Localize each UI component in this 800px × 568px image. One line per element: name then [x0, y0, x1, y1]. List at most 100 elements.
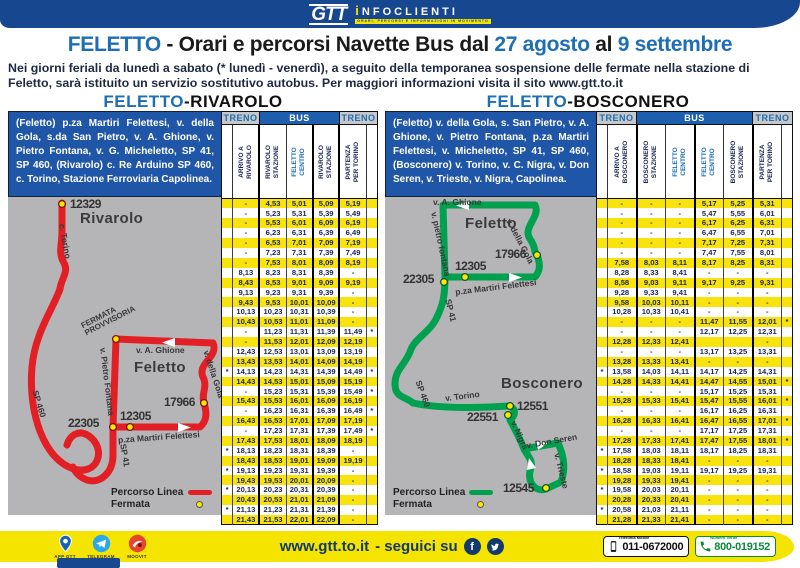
time-cell: 19,39 [312, 465, 341, 476]
time-cell: 8,13 [232, 267, 261, 278]
street-label-ghione: v. A. Ghione [136, 345, 185, 355]
time-cell: 12,43 [232, 346, 261, 357]
time-cell: 6,23 [258, 228, 287, 239]
time-cell: - [694, 356, 724, 367]
time-cell: 7,01 [285, 238, 314, 248]
note-star-cell [781, 247, 793, 258]
note-star-cell [222, 396, 233, 406]
time-cell: 9,31 [285, 287, 314, 298]
telegram-icon [92, 534, 110, 553]
stop-dot-12551 [505, 401, 515, 411]
time-cell: 8,58 [607, 277, 638, 288]
time-cell: 20,31 [285, 485, 314, 496]
phone-handset-icon [700, 541, 711, 552]
time-cell: 5,31 [752, 198, 782, 209]
time-cell: - [607, 317, 638, 328]
time-cell: 17,23 [258, 425, 287, 436]
note-star-cell [365, 336, 378, 347]
time-cell: - [338, 515, 367, 525]
note-star-cell: * [365, 327, 378, 337]
time-cell: 8,25 [722, 257, 754, 268]
note-star-cell [365, 317, 378, 328]
note-star-cell [781, 515, 793, 525]
note-star-cell [781, 455, 793, 466]
time-cell: 9,53 [258, 297, 287, 308]
stop-code-12305: 12305 [120, 409, 151, 423]
note-star-cell [365, 247, 378, 258]
arrow-right-icon [178, 423, 191, 432]
time-cell: 16,19 [338, 396, 367, 407]
timetable-row: 16,28 16,33 16,41 16,47 16,55 17,01 * [596, 416, 793, 426]
time-cell: 5,23 [258, 208, 287, 219]
time-cell: 15,49 [338, 386, 367, 397]
time-cell: 20,33 [636, 495, 666, 506]
mobile-phone-label: Telefonia Mobile [618, 535, 650, 540]
note-star-cell [365, 416, 378, 426]
timetable-row: 10,28 10,33 10,41- - - [596, 307, 793, 318]
time-cell: - [665, 317, 696, 328]
note-star-cell [222, 456, 233, 466]
note-star-cell [222, 436, 233, 446]
time-cell: 16,01 [285, 396, 314, 407]
timetable-rivarolo: TRENO BUS TRENO ARRIVO A RIVAROLO RIVARO… [221, 111, 379, 526]
time-cell: 5,47 [694, 208, 724, 219]
time-cell: - [665, 247, 696, 258]
time-cell: - [752, 356, 782, 367]
timetable-row: -5,53 6,01 6,09 6,19 [221, 218, 378, 229]
note-star-cell [222, 357, 233, 367]
time-cell: 5,25 [722, 198, 754, 209]
time-cell: 10,28 [607, 307, 638, 318]
note-star-cell [222, 228, 233, 238]
timetable-row: - - -7,17 7,25 7,31 [596, 238, 793, 248]
note-star-cell: * [225, 445, 229, 455]
note-star-cell [365, 515, 378, 525]
note-star-cell [597, 327, 608, 337]
time-cell: 7,47 [694, 247, 724, 258]
time-cell: 10,33 [636, 307, 666, 318]
time-cell: 9,17 [694, 277, 724, 288]
time-cell: 5,17 [694, 198, 724, 209]
timetable-row: 18,28 18,33 18,41- - - [596, 455, 793, 466]
time-cell [694, 336, 724, 347]
legend-line-swatch [188, 490, 212, 495]
time-cell: - [232, 228, 261, 239]
time-cell: - [232, 327, 261, 337]
stop-code-22551: 22551 [467, 410, 498, 424]
time-cell: - [636, 228, 666, 239]
stop-dot-22551 [503, 410, 513, 420]
note-star-cell: * [600, 445, 604, 455]
time-cell: 8,11 [665, 257, 696, 268]
website-line: www.gtt.to.it - seguici su f [180, 538, 603, 555]
time-cell: - [752, 485, 782, 496]
legend-line-label: Percorso Linea [393, 487, 466, 498]
footer-bar: APP GTT TELEGRAM MOOVIT www.gtt.to.it - … [0, 531, 794, 562]
timetable-row: 19,43 19,53 20,01 20,09- [221, 475, 378, 486]
time-cell: 21,43 [232, 515, 261, 525]
time-cell: 17,31 [285, 425, 314, 436]
arrow-left-icon [456, 201, 469, 210]
time-cell: - [665, 327, 696, 337]
time-cell: - [722, 267, 754, 278]
note-star-cell [597, 495, 608, 505]
note-star-cell [597, 357, 608, 367]
time-cell: 18,09 [312, 435, 341, 446]
time-cell: 6,53 [258, 238, 287, 248]
time-cell: 10,09 [312, 297, 341, 308]
time-cell: 8,33 [636, 267, 666, 278]
star-column-header [596, 124, 608, 199]
time-cell: 9,28 [607, 287, 638, 298]
stop-dot-12545 [541, 483, 551, 493]
timetable-row: 15,28 15,33 15,41 15,47 15,55 16,01 * [596, 396, 793, 407]
time-cell: 13,53 [258, 356, 287, 367]
column-header: BOSCONERO STAZIONE [722, 124, 754, 199]
time-cell: 15,09 [312, 376, 341, 387]
note-star-cell [365, 257, 378, 268]
note-star-cell [781, 297, 793, 308]
note-star-cell [222, 208, 233, 218]
timetable-row: * 19,13 19,23 19,31 19,39- [221, 465, 378, 476]
time-cell: 19,03 [636, 465, 666, 476]
time-cell: 16,43 [232, 416, 261, 426]
note-star-cell: * [365, 386, 378, 397]
note-star-cell [222, 377, 233, 387]
time-cell: 18,03 [636, 445, 666, 456]
